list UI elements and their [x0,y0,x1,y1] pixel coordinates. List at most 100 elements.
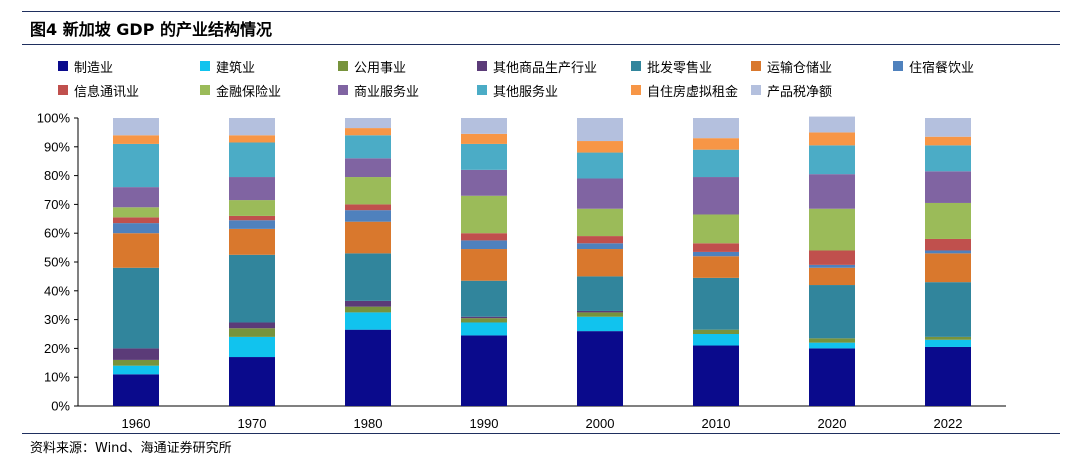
bar-segment [461,240,507,250]
bar-segment [577,249,623,277]
bar-segment [113,365,159,375]
bar-segment [925,336,971,340]
bar-segment [345,221,391,254]
bar-segment [345,210,391,222]
bar-segment [113,233,159,268]
bar-segment [461,143,507,170]
legend-swatch [751,85,761,95]
bar-segment [925,250,971,254]
y-tick-label: 30% [44,312,70,327]
legend-swatch [200,85,210,95]
bar-segment [809,174,855,209]
legend-label: 其他商品生产行业 [493,60,598,76]
y-tick-label: 0% [51,399,70,414]
y-tick-label: 80% [44,168,70,183]
bar-segment [925,253,971,283]
bar-segment [925,238,971,251]
y-tick-label: 50% [44,255,70,270]
bar-segment [229,336,275,358]
x-tick-label: 1990 [470,416,499,431]
bar-segment [809,338,855,343]
bar-segment [461,318,507,323]
bar-segment [113,267,159,349]
x-tick-label: 1960 [122,416,151,431]
bottom-rule [22,433,1060,434]
legend-swatch [338,85,348,95]
legend-label: 建筑业 [216,60,256,76]
bar-segment [461,335,507,406]
legend-label: 制造业 [74,60,114,76]
bar-segment [693,138,739,150]
bar-segment [461,280,507,317]
bar-segment [693,118,739,139]
bar-segment [345,158,391,178]
y-tick-label: 40% [44,283,70,298]
bar-segment [577,310,623,313]
bar-segment [577,152,623,179]
bar-segment [229,220,275,229]
bar-segment [577,208,623,237]
bar-segment [925,171,971,203]
bar-segment [345,204,391,211]
bar-segment [113,348,159,360]
legend-label: 批发零售业 [647,60,713,76]
legend-label: 公用事业 [354,60,407,76]
bar-segment [461,316,507,319]
bar-segment [693,329,739,334]
bar-segment [577,331,623,406]
legend-swatch [477,85,487,95]
bar-segment [229,200,275,216]
bar-segment [461,322,507,336]
bar-segment [925,136,971,146]
legend-label: 自住房虚拟租金 [647,84,739,100]
bar-segment [461,195,507,234]
bar-segment [345,128,391,136]
legend-item: 建筑业 [200,58,256,76]
bar-segment [809,348,855,406]
legend-item: 金融保险业 [200,82,281,100]
bar-segment [229,215,275,221]
legend-item: 公用事业 [338,58,407,76]
bar-segment [113,135,159,144]
bar-segment [925,346,971,406]
bar-segment [113,223,159,234]
bar-segment [925,145,971,172]
bar-segment [229,322,275,329]
bar-segment [577,312,623,317]
bar-segment [577,243,623,250]
bar-segment [925,339,971,347]
bar-segment [345,312,391,330]
legend-swatch [893,61,903,71]
bar-segment [113,217,159,224]
bar-segment [577,178,623,209]
bar-segment [461,249,507,281]
y-tick-label: 20% [44,341,70,356]
legend-item: 商业服务业 [338,82,420,100]
bar-segment [345,253,391,301]
bar-segment [113,118,159,136]
bar-segment [693,334,739,346]
legend-item: 批发零售业 [631,58,713,76]
bar-segment [229,228,275,255]
legend-swatch [338,61,348,71]
legend-swatch [631,61,641,71]
bar-segment [577,118,623,142]
y-tick-label: 90% [44,139,70,154]
bar-segment [577,276,623,311]
legend-label: 信息通讯业 [74,84,140,100]
bar-segment [229,357,275,406]
bar-segment [461,169,507,196]
legend-item: 自住房虚拟租金 [631,82,739,100]
legend-label: 住宿餐饮业 [909,60,975,76]
bar-segment [229,254,275,323]
bar-segment [461,118,507,134]
bar-segment [693,256,739,278]
legend-item: 产品税净额 [751,82,833,100]
legend-label: 商业服务业 [354,84,420,100]
legend-label: 产品税净额 [767,84,833,100]
bar-segment [693,243,739,252]
bar-segment [229,328,275,337]
bar-segment [925,202,971,239]
bar-segment [925,282,971,337]
